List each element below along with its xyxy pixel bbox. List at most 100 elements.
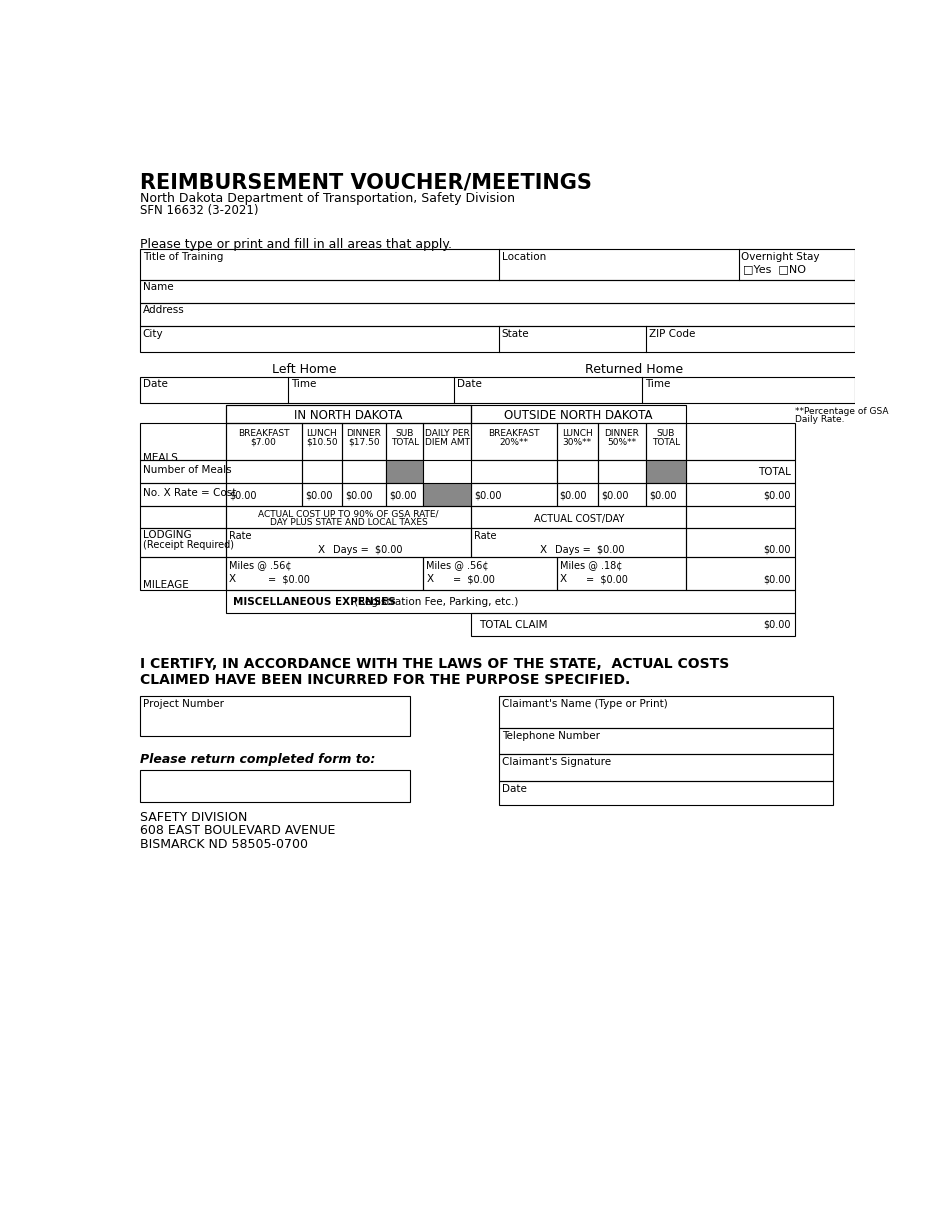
Bar: [386, 423, 424, 460]
Text: 50%**: 50%**: [607, 438, 637, 446]
Text: 20%**: 20%**: [500, 438, 528, 446]
Bar: [141, 557, 226, 589]
Bar: [226, 528, 471, 557]
Text: =  $0.00: = $0.00: [453, 574, 495, 584]
Bar: [141, 303, 855, 326]
Text: DINNER: DINNER: [347, 429, 382, 438]
Bar: [141, 280, 855, 303]
Bar: [226, 507, 471, 528]
Text: REIMBURSEMENT VOUCHER/MEETINGS: REIMBURSEMENT VOUCHER/MEETINGS: [141, 172, 593, 192]
Bar: [471, 483, 557, 507]
Text: Claimant's Signature: Claimant's Signature: [502, 758, 611, 768]
Text: (Receipt Required): (Receipt Required): [142, 540, 234, 550]
Bar: [686, 423, 794, 460]
Text: Please type or print and fill in all areas that apply.: Please type or print and fill in all are…: [141, 239, 452, 251]
Text: SUB: SUB: [395, 429, 414, 438]
Text: No. X Rate = Cost: No. X Rate = Cost: [142, 488, 237, 498]
Text: Rate: Rate: [474, 531, 497, 541]
Bar: [499, 754, 833, 781]
Bar: [646, 423, 686, 460]
Bar: [598, 460, 646, 483]
Text: LUNCH: LUNCH: [561, 429, 593, 438]
Bar: [302, 423, 342, 460]
Text: =  $0.00: = $0.00: [268, 574, 311, 584]
Text: Left Home: Left Home: [273, 363, 337, 376]
Text: Days =  $0.00: Days = $0.00: [556, 545, 625, 555]
Text: 30%**: 30%**: [562, 438, 592, 446]
Text: Claimant's Name (Type or Print): Claimant's Name (Type or Print): [502, 699, 667, 708]
Bar: [141, 528, 226, 557]
Text: X: X: [317, 545, 325, 555]
Text: BREAKFAST: BREAKFAST: [238, 429, 290, 438]
Text: Title of Training: Title of Training: [142, 252, 223, 262]
Bar: [686, 557, 794, 589]
Text: (Registration Fee, Parking, etc.): (Registration Fee, Parking, etc.): [352, 597, 519, 606]
Bar: [598, 483, 646, 507]
Bar: [386, 483, 424, 507]
Bar: [557, 483, 598, 507]
Text: I CERTIFY, IN ACCORDANCE WITH THE LAWS OF THE STATE,  ACTUAL COSTS: I CERTIFY, IN ACCORDANCE WITH THE LAWS O…: [141, 657, 730, 672]
Bar: [557, 460, 598, 483]
Text: Address: Address: [142, 305, 184, 315]
Text: Miles @ .56¢: Miles @ .56¢: [427, 561, 489, 571]
Bar: [342, 460, 386, 483]
Text: Date: Date: [457, 379, 482, 390]
Bar: [226, 405, 471, 423]
Bar: [557, 557, 686, 589]
Bar: [646, 483, 686, 507]
Text: MEALS: MEALS: [142, 453, 178, 462]
Text: North Dakota Department of Transportation, Safety Division: North Dakota Department of Transportatio…: [141, 192, 516, 205]
Text: Miles @ .18¢: Miles @ .18¢: [560, 561, 622, 571]
Bar: [686, 460, 794, 483]
Bar: [226, 405, 471, 423]
Text: Location: Location: [502, 252, 546, 262]
Text: $0.00: $0.00: [305, 491, 332, 501]
Text: $0.00: $0.00: [649, 491, 676, 501]
Bar: [226, 483, 302, 507]
Text: $0.00: $0.00: [345, 491, 372, 501]
Bar: [141, 483, 226, 507]
Bar: [302, 483, 342, 507]
Bar: [424, 557, 557, 589]
Text: Rate: Rate: [229, 531, 252, 541]
Bar: [499, 696, 833, 728]
Bar: [646, 460, 686, 483]
Bar: [686, 528, 794, 557]
Text: X: X: [540, 545, 547, 555]
Bar: [471, 507, 686, 528]
Text: $0.00: $0.00: [763, 574, 790, 584]
Bar: [499, 781, 833, 806]
Bar: [141, 326, 855, 353]
Text: $17.50: $17.50: [349, 438, 380, 446]
Bar: [141, 423, 226, 460]
Text: $0.00: $0.00: [390, 491, 417, 501]
Bar: [424, 483, 471, 507]
Text: SUB: SUB: [656, 429, 675, 438]
Text: Miles @ .56¢: Miles @ .56¢: [229, 561, 292, 571]
Bar: [471, 613, 794, 636]
Text: LUNCH: LUNCH: [307, 429, 337, 438]
Text: DAY PLUS STATE AND LOCAL TAXES: DAY PLUS STATE AND LOCAL TAXES: [270, 518, 428, 526]
Text: =  $0.00: = $0.00: [586, 574, 628, 584]
Bar: [302, 460, 342, 483]
Bar: [471, 460, 557, 483]
Bar: [141, 770, 410, 802]
Bar: [141, 378, 855, 403]
Bar: [598, 423, 646, 460]
Text: Returned Home: Returned Home: [585, 363, 683, 376]
Text: $0.00: $0.00: [600, 491, 628, 501]
Text: $0.00: $0.00: [763, 491, 790, 501]
Text: Days =  $0.00: Days = $0.00: [333, 545, 403, 555]
Text: $10.50: $10.50: [306, 438, 337, 446]
Text: $0.00: $0.00: [229, 491, 256, 501]
Text: Telephone Number: Telephone Number: [502, 732, 599, 742]
Text: Overnight Stay: Overnight Stay: [741, 252, 820, 262]
Text: $0.00: $0.00: [560, 491, 587, 501]
Bar: [471, 405, 686, 423]
Text: TOTAL CLAIM: TOTAL CLAIM: [479, 620, 547, 630]
Text: ACTUAL COST/DAY: ACTUAL COST/DAY: [534, 514, 624, 524]
Text: $0.00: $0.00: [763, 545, 790, 555]
Bar: [471, 423, 557, 460]
Bar: [424, 423, 471, 460]
Text: X: X: [427, 574, 433, 584]
